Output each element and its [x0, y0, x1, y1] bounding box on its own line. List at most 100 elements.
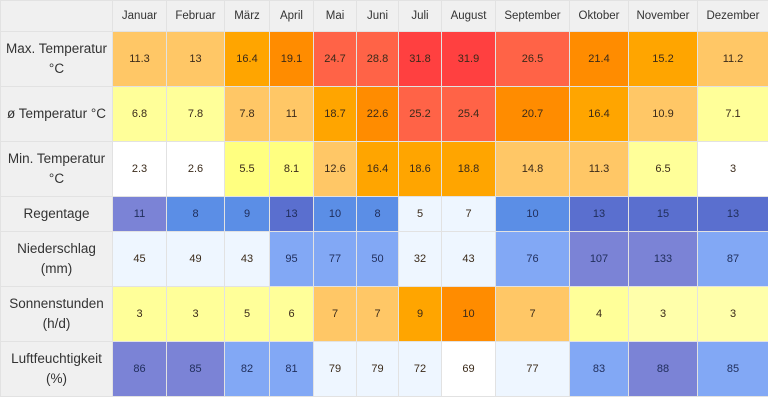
month-header: März — [224, 0, 270, 32]
value-cell: 72 — [398, 341, 442, 397]
value-cell: 49 — [166, 231, 225, 287]
value-cell: 95 — [269, 231, 314, 287]
value-cell: 31.9 — [441, 31, 496, 87]
value-cell: 85 — [697, 341, 768, 397]
value-cell: 7 — [313, 286, 357, 342]
table-row: Regentage 11 8 9 13 10 8 5 7 10 13 15 13 — [0, 196, 768, 232]
value-cell: 3 — [697, 141, 768, 197]
month-header: Mai — [313, 0, 357, 32]
value-cell: 10 — [441, 286, 496, 342]
row-label: Regentage — [0, 196, 113, 232]
value-cell: 77 — [313, 231, 357, 287]
value-cell: 8 — [166, 196, 225, 232]
table-row: Sonnenstunden (h/d) 3 3 5 6 7 7 9 10 7 4 3 3 — [0, 286, 768, 342]
value-cell: 13 — [569, 196, 629, 232]
value-cell: 6.8 — [112, 86, 167, 142]
table-row: Min. Temperatur °C 2.3 2.6 5.5 8.1 12.6 16.4 18… — [0, 141, 768, 197]
value-cell: 87 — [697, 231, 768, 287]
value-cell: 13 — [166, 31, 225, 87]
value-cell: 79 — [356, 341, 399, 397]
value-cell: 20.7 — [495, 86, 570, 142]
value-cell: 28.8 — [356, 31, 399, 87]
value-cell: 9 — [224, 196, 270, 232]
value-cell: 5 — [224, 286, 270, 342]
value-cell: 18.8 — [441, 141, 496, 197]
table-row: ø Temperatur °C 6.8 7.8 7.8 11 18.7 22.6 25.2 25… — [0, 86, 768, 142]
value-cell: 43 — [224, 231, 270, 287]
row-label: ø Temperatur °C — [0, 86, 113, 142]
value-cell: 83 — [569, 341, 629, 397]
value-cell: 88 — [628, 341, 698, 397]
value-cell: 7 — [356, 286, 399, 342]
value-cell: 3 — [112, 286, 167, 342]
month-header: August — [441, 0, 496, 32]
value-cell: 11.3 — [569, 141, 629, 197]
month-header: November — [628, 0, 698, 32]
value-cell: 7.8 — [166, 86, 225, 142]
value-cell: 7 — [495, 286, 570, 342]
row-label: Sonnenstunden (h/d) — [0, 286, 113, 342]
value-cell: 31.8 — [398, 31, 442, 87]
value-cell: 14.8 — [495, 141, 570, 197]
value-cell: 85 — [166, 341, 225, 397]
value-cell: 81 — [269, 341, 314, 397]
row-label: Niederschlag (mm) — [0, 231, 113, 287]
value-cell: 16.4 — [569, 86, 629, 142]
value-cell: 50 — [356, 231, 399, 287]
value-cell: 6.5 — [628, 141, 698, 197]
value-cell: 77 — [495, 341, 570, 397]
value-cell: 13 — [697, 196, 768, 232]
table-row: Luftfeuchtigkeit (%) 86 85 82 81 79 79 72 69 77 83… — [0, 341, 768, 397]
month-header: Oktober — [569, 0, 629, 32]
value-cell: 10.9 — [628, 86, 698, 142]
value-cell: 19.1 — [269, 31, 314, 87]
value-cell: 86 — [112, 341, 167, 397]
row-label: Max. Temperatur °C — [0, 31, 113, 87]
month-header: April — [269, 0, 314, 32]
value-cell: 16.4 — [224, 31, 270, 87]
table-body: Max. Temperatur °C 11.3 13 16.4 19.1 24.7 28.8… — [0, 31, 768, 397]
value-cell: 11 — [112, 196, 167, 232]
value-cell: 7.8 — [224, 86, 270, 142]
value-cell: 76 — [495, 231, 570, 287]
row-label: Min. Temperatur °C — [0, 141, 113, 197]
value-cell: 3 — [628, 286, 698, 342]
value-cell: 25.4 — [441, 86, 496, 142]
value-cell: 18.7 — [313, 86, 357, 142]
value-cell: 32 — [398, 231, 442, 287]
month-header: Februar — [166, 0, 225, 32]
row-label: Luftfeuchtigkeit (%) — [0, 341, 113, 397]
value-cell: 45 — [112, 231, 167, 287]
value-cell: 79 — [313, 341, 357, 397]
value-cell: 5 — [398, 196, 442, 232]
value-cell: 3 — [166, 286, 225, 342]
month-header: Januar — [112, 0, 167, 32]
value-cell: 15.2 — [628, 31, 698, 87]
value-cell: 16.4 — [356, 141, 399, 197]
month-header: Dezember — [697, 0, 768, 32]
value-cell: 7 — [441, 196, 496, 232]
value-cell: 21.4 — [569, 31, 629, 87]
value-cell: 133 — [628, 231, 698, 287]
value-cell: 22.6 — [356, 86, 399, 142]
value-cell: 12.6 — [313, 141, 357, 197]
header-row: Januar Februar März April Mai Juni Juli … — [0, 0, 768, 32]
value-cell: 5.5 — [224, 141, 270, 197]
value-cell: 4 — [569, 286, 629, 342]
value-cell: 69 — [441, 341, 496, 397]
value-cell: 82 — [224, 341, 270, 397]
value-cell: 2.6 — [166, 141, 225, 197]
value-cell: 10 — [495, 196, 570, 232]
value-cell: 11 — [269, 86, 314, 142]
value-cell: 9 — [398, 286, 442, 342]
value-cell: 3 — [697, 286, 768, 342]
value-cell: 25.2 — [398, 86, 442, 142]
month-header: Juli — [398, 0, 442, 32]
value-cell: 18.6 — [398, 141, 442, 197]
value-cell: 11.2 — [697, 31, 768, 87]
value-cell: 11.3 — [112, 31, 167, 87]
value-cell: 107 — [569, 231, 629, 287]
value-cell: 7.1 — [697, 86, 768, 142]
value-cell: 6 — [269, 286, 314, 342]
value-cell: 8.1 — [269, 141, 314, 197]
